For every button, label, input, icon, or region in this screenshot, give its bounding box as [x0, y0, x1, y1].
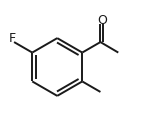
Text: F: F — [9, 32, 16, 45]
Text: O: O — [97, 14, 107, 27]
